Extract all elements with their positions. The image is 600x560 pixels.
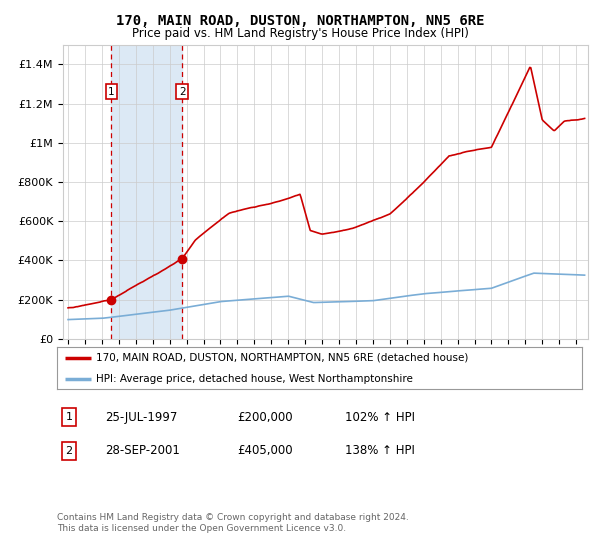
- Text: 25-JUL-1997: 25-JUL-1997: [105, 410, 178, 424]
- Text: 102% ↑ HPI: 102% ↑ HPI: [345, 410, 415, 424]
- Text: 28-SEP-2001: 28-SEP-2001: [105, 444, 180, 458]
- Text: 2: 2: [65, 446, 73, 456]
- Text: 170, MAIN ROAD, DUSTON, NORTHAMPTON, NN5 6RE (detached house): 170, MAIN ROAD, DUSTON, NORTHAMPTON, NN5…: [97, 353, 469, 363]
- Text: 138% ↑ HPI: 138% ↑ HPI: [345, 444, 415, 458]
- Text: 1: 1: [65, 412, 73, 422]
- Text: 170, MAIN ROAD, DUSTON, NORTHAMPTON, NN5 6RE: 170, MAIN ROAD, DUSTON, NORTHAMPTON, NN5…: [116, 14, 484, 28]
- Text: £200,000: £200,000: [237, 410, 293, 424]
- Text: £405,000: £405,000: [237, 444, 293, 458]
- Text: This data is licensed under the Open Government Licence v3.0.: This data is licensed under the Open Gov…: [57, 524, 346, 533]
- Bar: [112, 45, 182, 339]
- Text: Price paid vs. HM Land Registry's House Price Index (HPI): Price paid vs. HM Land Registry's House …: [131, 27, 469, 40]
- Text: HPI: Average price, detached house, West Northamptonshire: HPI: Average price, detached house, West…: [97, 374, 413, 384]
- Text: 2: 2: [179, 87, 186, 97]
- Text: 1: 1: [108, 87, 115, 97]
- Text: Contains HM Land Registry data © Crown copyright and database right 2024.: Contains HM Land Registry data © Crown c…: [57, 513, 409, 522]
